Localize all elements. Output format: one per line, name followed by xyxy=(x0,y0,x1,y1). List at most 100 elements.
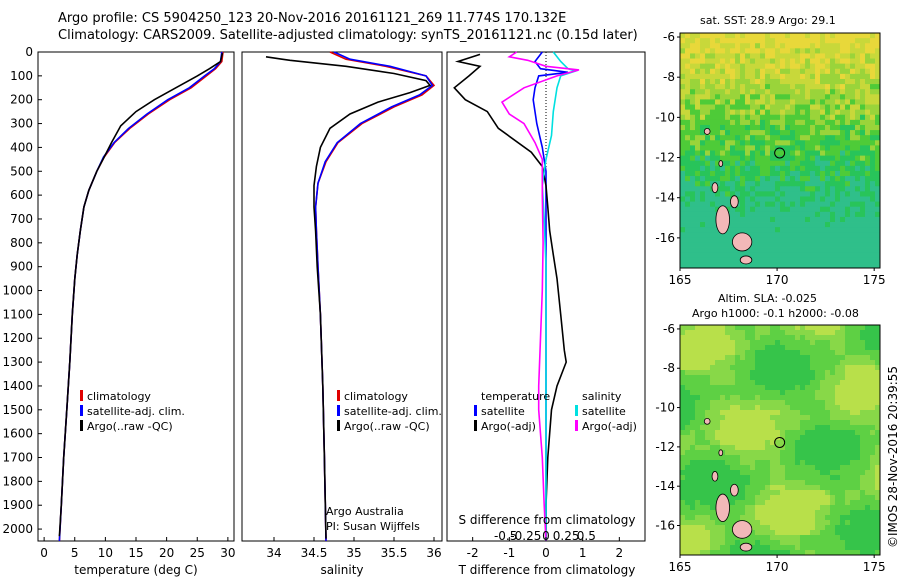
sst-ytick-label-0: -6 xyxy=(663,30,675,44)
imos-timestamp: ©IMOS 28-Nov-2016 20:39:55 xyxy=(886,365,900,548)
sla-island-0 xyxy=(715,493,730,522)
temp-xtick-label-3: 15 xyxy=(128,546,143,560)
diff-legend-swatch-s-argo xyxy=(575,420,578,431)
sst-map-frame xyxy=(679,32,881,269)
sla-ytick-label-1: -8 xyxy=(663,361,675,375)
sst-ytick-label-5: -16 xyxy=(655,231,675,245)
sla-map-title-2: Argo h1000: -0.1 h2000: -0.08 xyxy=(692,307,859,320)
sst-island-2 xyxy=(730,195,739,209)
salinity-note-pi: PI: Susan Wijffels xyxy=(326,520,420,533)
sst-island-4 xyxy=(739,255,753,265)
diff-legend-t-argo: Argo(-adj) xyxy=(481,420,536,433)
temp-ytick-label-13: 1300 xyxy=(2,355,33,369)
diff-xtick-label-2: 0 xyxy=(542,546,550,560)
sal-xtick-label-1: 34.5 xyxy=(301,546,328,560)
temp-ytick-label-3: 300 xyxy=(10,117,33,131)
sst-ytick-label-2: -10 xyxy=(655,110,675,124)
diff-series-1 xyxy=(453,53,568,537)
sst-xtick-label-0: 165 xyxy=(669,273,692,287)
title-line-1: Argo profile: CS 5904250_123 20-Nov-2016… xyxy=(58,11,567,26)
temp-ytick-label-0: 0 xyxy=(25,45,33,59)
temp-xtick-label-5: 25 xyxy=(190,546,205,560)
title-line-2: Climatology: CARS2009. Satellite-adjuste… xyxy=(58,28,638,43)
temp-ytick-label-11: 1100 xyxy=(2,307,33,321)
sst-ytick-label-1: -8 xyxy=(663,70,675,84)
diff-top-tick-2: 0 xyxy=(542,529,550,543)
sla-xtick-label-1: 170 xyxy=(766,560,789,574)
temp-ytick-label-8: 800 xyxy=(10,236,33,250)
diff-legend-swatch-t-argo xyxy=(474,420,477,431)
temp-xtick-label-0: 0 xyxy=(40,546,48,560)
temp-ytick-label-16: 1600 xyxy=(2,427,33,441)
temperature-xlabel: temperature (deg C) xyxy=(74,563,198,577)
temp-plot-frame xyxy=(37,51,235,542)
sst-ytick-label-3: -12 xyxy=(655,151,675,165)
sal-xtick-label-2: 35 xyxy=(346,546,361,560)
sla-island-1 xyxy=(732,520,753,539)
sla-argo-position-marker xyxy=(774,436,786,448)
temp-ytick-label-2: 200 xyxy=(10,93,33,107)
temp-legend-climatology: climatology xyxy=(87,390,151,403)
sst-island-3 xyxy=(711,182,719,194)
temp-legend-swatch-argo xyxy=(80,420,83,431)
diff-legend-s-argo: Argo(-adj) xyxy=(582,420,637,433)
sla-map-field xyxy=(680,325,881,556)
temp-ytick-label-12: 1200 xyxy=(2,331,33,345)
sla-ytick-label-0: -6 xyxy=(663,322,675,336)
diff-legend-header-temperature: temperature xyxy=(481,390,551,403)
sal-legend-swatch-clim xyxy=(337,390,340,401)
temp-ytick-label-9: 900 xyxy=(10,260,33,274)
temp-ytick-label-20: 2000 xyxy=(2,522,33,536)
temp-legend-swatch-sat xyxy=(80,405,83,416)
diff-top-tick-4: 0.5 xyxy=(577,529,596,543)
diff-top-tick-3: 0.25 xyxy=(553,529,580,543)
sal-legend-climatology: climatology xyxy=(344,390,408,403)
temp-ytick-label-1: 100 xyxy=(10,69,33,83)
sal-xtick-label-4: 36 xyxy=(426,546,441,560)
diff-series-3 xyxy=(500,51,580,542)
sal-legend-argo: Argo(..raw -QC) xyxy=(344,420,430,433)
t-difference-xlabel: T difference from climatology xyxy=(458,563,636,577)
diff-legend-swatch-s-sat xyxy=(575,405,578,416)
sla-xtick-label-0: 165 xyxy=(669,560,692,574)
sst-ytick-label-4: -14 xyxy=(655,191,675,205)
temp-ytick-label-18: 1800 xyxy=(2,474,33,488)
temp-xtick-label-1: 5 xyxy=(71,546,79,560)
temp-ytick-label-14: 1400 xyxy=(2,379,33,393)
temp-ytick-label-10: 1000 xyxy=(2,284,33,298)
sla-island-2 xyxy=(730,483,739,497)
diff-xtick-label-0: -2 xyxy=(467,546,479,560)
sal-plot-frame xyxy=(241,51,443,542)
temp-xtick-label-2: 10 xyxy=(98,546,113,560)
sal-legend-swatch-argo xyxy=(337,420,340,431)
diff-top-tick-1: -0.25 xyxy=(510,529,541,543)
temp-series-2 xyxy=(58,53,224,537)
temp-ytick-label-4: 400 xyxy=(10,140,33,154)
s-difference-label: S difference from climatology xyxy=(458,513,636,527)
sla-island-4 xyxy=(739,542,753,552)
diff-xtick-label-3: 1 xyxy=(579,546,587,560)
diff-legend-s-satellite: satellite xyxy=(582,405,626,418)
salinity-note-institution: Argo Australia xyxy=(326,505,404,518)
sst-map-field xyxy=(680,33,881,269)
sst-xtick-label-1: 170 xyxy=(766,273,789,287)
diff-xtick-label-4: 2 xyxy=(616,546,624,560)
sst-island-1 xyxy=(732,232,753,252)
sst-xtick-label-2: 175 xyxy=(863,273,886,287)
diff-top-tick-0: -0.5 xyxy=(494,529,517,543)
temp-xtick-label-4: 20 xyxy=(159,546,174,560)
sal-series-2 xyxy=(265,56,432,539)
sla-map-frame xyxy=(679,324,881,556)
sal-xtick-label-3: 35.5 xyxy=(381,546,408,560)
sal-legend-swatch-sat xyxy=(337,405,340,416)
temp-legend-satellite: satellite-adj. clim. xyxy=(87,405,185,418)
sla-island-5 xyxy=(703,417,711,425)
sst-map-title: sat. SST: 28.9 Argo: 29.1 xyxy=(700,14,836,27)
sla-xtick-label-2: 175 xyxy=(863,560,886,574)
sst-island-5 xyxy=(703,128,711,135)
sla-ytick-label-3: -12 xyxy=(655,440,675,454)
temp-ytick-label-15: 1500 xyxy=(2,403,33,417)
sla-island-3 xyxy=(711,471,719,482)
sal-xtick-label-0: 34 xyxy=(266,546,281,560)
